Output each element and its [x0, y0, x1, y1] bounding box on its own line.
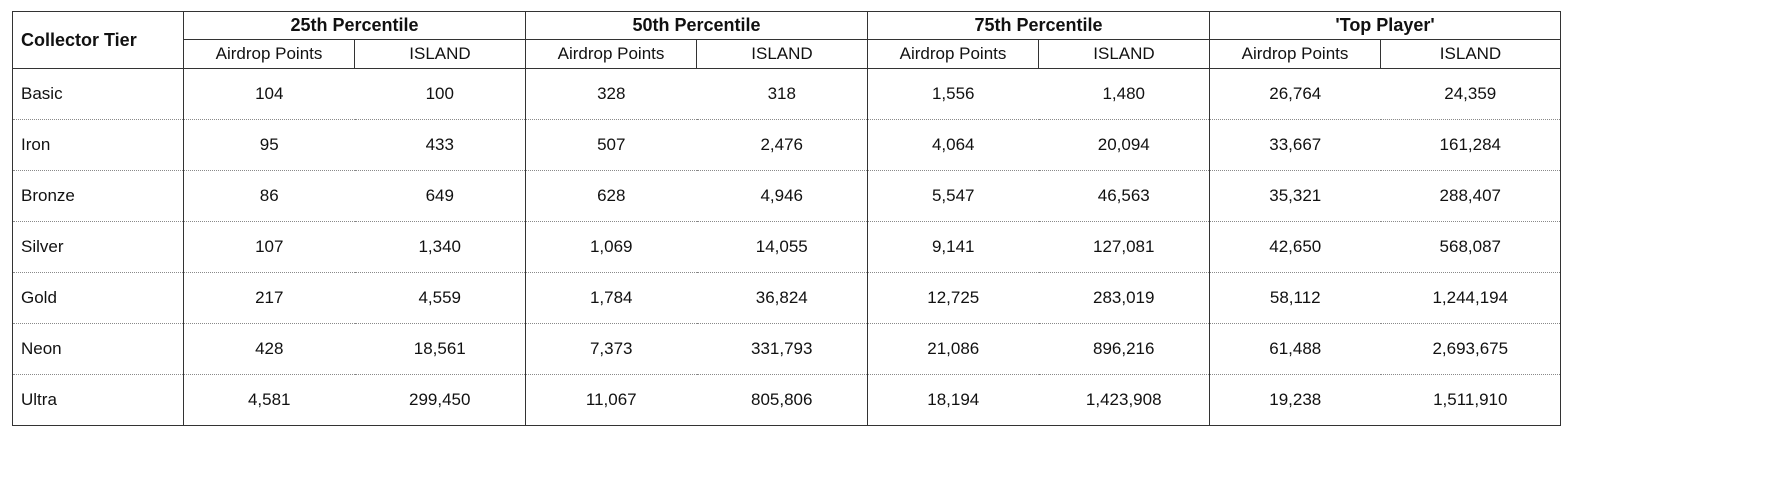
island-cell: 4,946	[696, 170, 868, 222]
island-cell: 283,019	[1038, 272, 1210, 324]
table-body: Basic 104 100 328 318 1,556 1,480 26,764 24,359 I…	[12, 68, 1561, 426]
sub-header-airdrop-points: Airdrop Points	[525, 39, 697, 69]
group-header-top-player: 'Top Player'	[1208, 11, 1562, 40]
island-cell: 14,055	[696, 221, 868, 273]
sub-header-airdrop-points: Airdrop Points	[1209, 39, 1381, 69]
group-header-50th: 50th Percentile	[525, 11, 868, 40]
sub-header-airdrop-points: Airdrop Points	[183, 39, 355, 69]
airdrop-points-cell: 61,488	[1209, 323, 1381, 375]
island-cell: 46,563	[1038, 170, 1210, 222]
airdrop-points-cell: 11,067	[525, 374, 697, 426]
airdrop-points-cell: 217	[183, 272, 355, 324]
airdrop-points-cell: 1,784	[525, 272, 697, 324]
airdrop-points-cell: 4,064	[867, 119, 1039, 171]
airdrop-points-cell: 104	[183, 68, 355, 120]
airdrop-points-cell: 18,194	[867, 374, 1039, 426]
table-row: Bronze 86 649 628 4,946 5,547 46,563 35,321 288,…	[12, 170, 1561, 222]
island-cell: 299,450	[354, 374, 526, 426]
sub-header-row: Airdrop Points ISLAND Airdrop Points ISL…	[13, 39, 1561, 69]
sub-header-island: ISLAND	[1038, 39, 1210, 69]
airdrop-points-cell: 5,547	[867, 170, 1039, 222]
airdrop-points-cell: 33,667	[1209, 119, 1381, 171]
tier-name-cell: Neon	[12, 323, 184, 375]
island-cell: 18,561	[354, 323, 526, 375]
table-row: Ultra 4,581 299,450 11,067 805,806 18,194 1,42…	[12, 374, 1561, 426]
airdrop-points-cell: 19,238	[1209, 374, 1381, 426]
island-cell: 805,806	[696, 374, 868, 426]
airdrop-points-cell: 9,141	[867, 221, 1039, 273]
airdrop-points-cell: 58,112	[1209, 272, 1381, 324]
island-cell: 4,559	[354, 272, 526, 324]
island-cell: 1,340	[354, 221, 526, 273]
airdrop-points-cell: 428	[183, 323, 355, 375]
airdrop-points-cell: 35,321	[1209, 170, 1381, 222]
island-cell: 649	[354, 170, 526, 222]
island-cell: 433	[354, 119, 526, 171]
table-row: Neon 428 18,561 7,373 331,793 21,086 896,216 61…	[12, 323, 1561, 375]
airdrop-points-cell: 628	[525, 170, 697, 222]
sub-header-island: ISLAND	[354, 39, 526, 69]
table-row: Basic 104 100 328 318 1,556 1,480 26,764 24,359	[12, 68, 1561, 120]
airdrop-points-cell: 95	[183, 119, 355, 171]
island-cell: 36,824	[696, 272, 868, 324]
tier-name-cell: Gold	[12, 272, 184, 324]
airdrop-points-cell: 328	[525, 68, 697, 120]
tier-name-cell: Iron	[12, 119, 184, 171]
airdrop-points-cell: 1,556	[867, 68, 1039, 120]
island-cell: 2,476	[696, 119, 868, 171]
sub-header-island: ISLAND	[696, 39, 868, 69]
island-cell: 318	[767, 84, 796, 103]
sub-header-airdrop-points: Airdrop Points	[867, 39, 1039, 69]
island-cell: 568,087	[1380, 221, 1561, 273]
airdrop-points-cell: 86	[183, 170, 355, 222]
island-cell: 1,511,910	[1380, 374, 1561, 426]
airdrop-points-cell: 4,581	[183, 374, 355, 426]
sub-header-island: ISLAND	[1379, 39, 1561, 69]
island-cell: 127,081	[1038, 221, 1210, 273]
tier-name-cell: Bronze	[12, 170, 184, 222]
collector-tier-header: Collector Tier	[12, 11, 184, 69]
airdrop-points-cell: 26,764	[1209, 68, 1381, 120]
group-header-25th: 25th Percentile	[183, 11, 526, 40]
airdrop-points-cell: 7,373	[525, 323, 697, 375]
table-row: Gold 217 4,559 1,784 36,824 12,725 283,019 58,1…	[12, 272, 1561, 324]
airdrop-points-cell: 42,650	[1209, 221, 1381, 273]
airdrop-points-cell: 21,086	[867, 323, 1039, 375]
island-cell: 896,216	[1038, 323, 1210, 375]
island-cell: 100	[425, 84, 454, 103]
island-cell: 2,693,675	[1380, 323, 1561, 375]
table-row: Iron 95 433 507 2,476 4,064 20,094 33,667 161,28…	[12, 119, 1561, 171]
airdrop-points-cell: 1,069	[525, 221, 697, 273]
group-header-row: Collector Tier 25th Percentile 50th Perc…	[12, 11, 1562, 69]
island-cell: 288,407	[1380, 170, 1561, 222]
island-cell: 1,244,194	[1380, 272, 1561, 324]
airdrop-points-cell: 107	[183, 221, 355, 273]
tier-name-cell: Silver	[12, 221, 184, 273]
tier-name-cell: Ultra	[12, 374, 184, 426]
airdrop-points-cell: 507	[525, 119, 697, 171]
island-cell: 161,284	[1380, 119, 1561, 171]
island-cell: 24,359	[1444, 84, 1497, 103]
island-cell: 1,423,908	[1038, 374, 1210, 426]
table-header: Collector Tier 25th Percentile 50th Perc…	[12, 11, 1562, 69]
table-row: Silver 107 1,340 1,069 14,055 9,141 127,081 42,…	[12, 221, 1561, 273]
collector-tier-table: Collector Tier 25th Percentile 50th Perc…	[12, 11, 1562, 426]
island-cell: 1,480	[1102, 84, 1146, 103]
group-header-75th: 75th Percentile	[867, 11, 1210, 40]
island-cell: 20,094	[1038, 119, 1210, 171]
island-cell: 331,793	[696, 323, 868, 375]
airdrop-points-cell: 12,725	[867, 272, 1039, 324]
tier-name-cell: Basic	[12, 68, 184, 120]
